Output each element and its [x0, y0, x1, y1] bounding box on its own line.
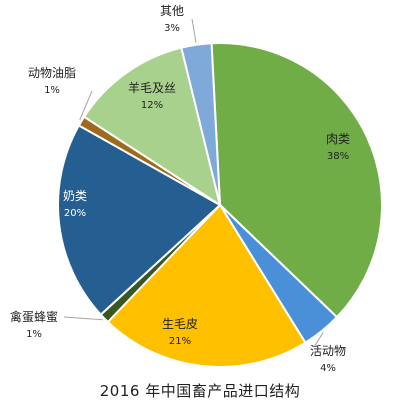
slice-value-2: 4% — [320, 363, 336, 374]
slice-label-8: 其他 — [160, 4, 184, 18]
pie-slice-5 — [57, 124, 222, 317]
slice-value-3: 21% — [169, 336, 191, 347]
slice-label-4: 禽蛋蜂蜜 — [10, 309, 58, 324]
slice-value-7: 12% — [141, 100, 163, 111]
pie-slices — [57, 42, 383, 368]
slice-value-4: 1% — [26, 329, 42, 340]
chart-title: 2016 年中国畜产品进口结构 — [99, 382, 301, 400]
slice-label-1: 肉类 — [326, 132, 350, 146]
slice-label-3: 生毛皮 — [162, 317, 198, 331]
slice-value-6: 1% — [44, 85, 60, 96]
slice-labels: 肉类 38% 活动物 4% 生毛皮 21% 禽蛋蜂蜜 1% 奶类 20% 动物油脂 1% 羊毛及丝 12%… — [10, 4, 350, 374]
pie-slice-7 — [82, 46, 222, 208]
slice-value-1: 38% — [327, 151, 349, 162]
slice-label-5: 奶类 — [63, 189, 87, 203]
slice-label-7: 羊毛及丝 — [128, 80, 176, 95]
pie-slice-8 — [180, 42, 221, 206]
leader-line-6 — [79, 90, 93, 121]
pie-slice-3 — [106, 203, 307, 368]
slice-value-5: 20% — [64, 208, 86, 219]
leader-line-8 — [191, 18, 197, 43]
pie-slice-1 — [210, 42, 383, 319]
leader-lines — [63, 18, 324, 348]
slice-label-6: 动物油脂 — [28, 65, 76, 80]
slice-value-8: 3% — [164, 23, 180, 34]
leader-line-4 — [63, 316, 103, 321]
slice-label-2: 活动物 — [310, 344, 346, 358]
pie-chart: 肉类 38% 活动物 4% 生毛皮 21% 禽蛋蜂蜜 1% 奶类 20% 动物油脂 1% 羊毛及丝 12%… — [10, 4, 383, 374]
leader-line-2 — [313, 332, 324, 348]
